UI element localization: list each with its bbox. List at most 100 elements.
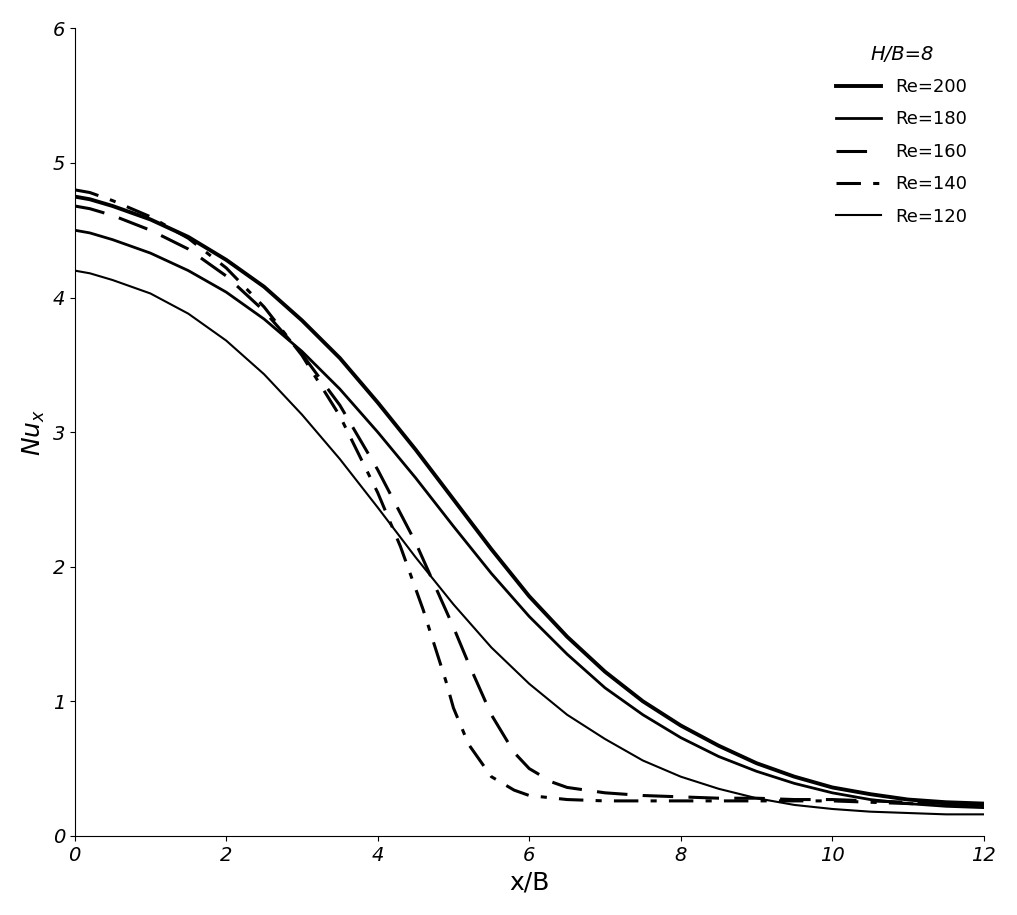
Re=200	[107, 200, 119, 211]
Re=140	[902, 798, 914, 809]
Re=180	[788, 778, 800, 789]
Re=120	[902, 808, 914, 819]
Re=180	[220, 286, 232, 297]
Re=160	[599, 787, 611, 798]
Re=160	[713, 792, 725, 803]
Re=200	[637, 695, 649, 706]
Re=180	[296, 346, 308, 357]
Re=140	[107, 195, 119, 206]
Re=140	[826, 795, 838, 806]
Re=140	[788, 795, 800, 806]
Re=140	[940, 800, 952, 811]
Re=120	[258, 369, 271, 380]
Re=180	[410, 472, 422, 483]
Re=200	[826, 782, 838, 793]
Re=120	[674, 771, 686, 782]
Re=140	[507, 785, 520, 796]
Re=180	[713, 751, 725, 762]
Re=180	[485, 568, 497, 579]
Re=160	[334, 400, 346, 411]
X-axis label: x/B: x/B	[510, 870, 549, 894]
Re=120	[334, 454, 346, 465]
Re=180	[599, 683, 611, 694]
Re=120	[410, 552, 422, 563]
Re=120	[296, 409, 308, 420]
Re=180	[977, 802, 990, 813]
Re=140	[68, 184, 80, 195]
Re=200	[371, 397, 383, 408]
Re=200	[258, 281, 271, 292]
Re=140	[674, 795, 686, 806]
Re=140	[864, 797, 877, 808]
Re=160	[296, 349, 308, 360]
Re=200	[599, 666, 611, 677]
Re=120	[826, 803, 838, 814]
Re=160	[561, 782, 574, 793]
Re=120	[637, 755, 649, 766]
Re=200	[561, 631, 574, 642]
Re=180	[902, 798, 914, 809]
Re=200	[334, 352, 346, 363]
Re=160	[977, 800, 990, 811]
Re=200	[410, 444, 422, 455]
Re=140	[334, 411, 346, 422]
Re=160	[144, 225, 157, 236]
Re=160	[485, 709, 497, 720]
Line: Re=160: Re=160	[74, 206, 983, 805]
Re=160	[371, 464, 383, 475]
Re=120	[940, 809, 952, 820]
Re=200	[296, 315, 308, 326]
Re=180	[182, 265, 194, 276]
Re=180	[83, 228, 96, 239]
Re=140	[637, 795, 649, 806]
Re=180	[674, 732, 686, 743]
Re=140	[258, 301, 271, 312]
Re=140	[296, 350, 308, 361]
Re=180	[107, 234, 119, 245]
Re=200	[447, 494, 460, 505]
Re=120	[977, 809, 990, 820]
Re=140	[599, 795, 611, 806]
Re=140	[417, 604, 429, 615]
Re=140	[83, 187, 96, 198]
Re=180	[826, 787, 838, 798]
Re=140	[561, 794, 574, 805]
Re=200	[523, 591, 535, 602]
Re=140	[371, 487, 383, 498]
Y-axis label: $\mathbf{\it{Nu_x}}$: $\mathbf{\it{Nu_x}}$	[20, 409, 47, 456]
Re=160	[463, 658, 475, 669]
Re=160	[788, 794, 800, 805]
Re=160	[864, 795, 877, 806]
Re=200	[940, 797, 952, 808]
Re=120	[523, 678, 535, 689]
Line: Re=180: Re=180	[74, 231, 983, 808]
Re=180	[447, 521, 460, 532]
Re=120	[68, 265, 80, 276]
Re=140	[713, 795, 725, 806]
Re=180	[334, 383, 346, 394]
Re=160	[751, 792, 763, 803]
Re=200	[977, 798, 990, 809]
Re=160	[637, 790, 649, 801]
Re=120	[371, 502, 383, 513]
Re=180	[637, 709, 649, 720]
Re=180	[371, 426, 383, 437]
Line: Re=200: Re=200	[74, 197, 983, 803]
Re=180	[258, 314, 271, 325]
Re=120	[83, 268, 96, 279]
Re=160	[447, 622, 460, 633]
Re=200	[83, 194, 96, 205]
Re=160	[940, 798, 952, 809]
Re=180	[68, 225, 80, 236]
Re=180	[940, 801, 952, 812]
Re=160	[83, 203, 96, 214]
Re=160	[68, 200, 80, 211]
Re=200	[144, 214, 157, 225]
Re=120	[599, 734, 611, 745]
Re=160	[826, 794, 838, 805]
Re=160	[107, 210, 119, 221]
Re=120	[788, 800, 800, 811]
Re=200	[864, 789, 877, 800]
Re=200	[713, 740, 725, 751]
Re=180	[864, 794, 877, 805]
